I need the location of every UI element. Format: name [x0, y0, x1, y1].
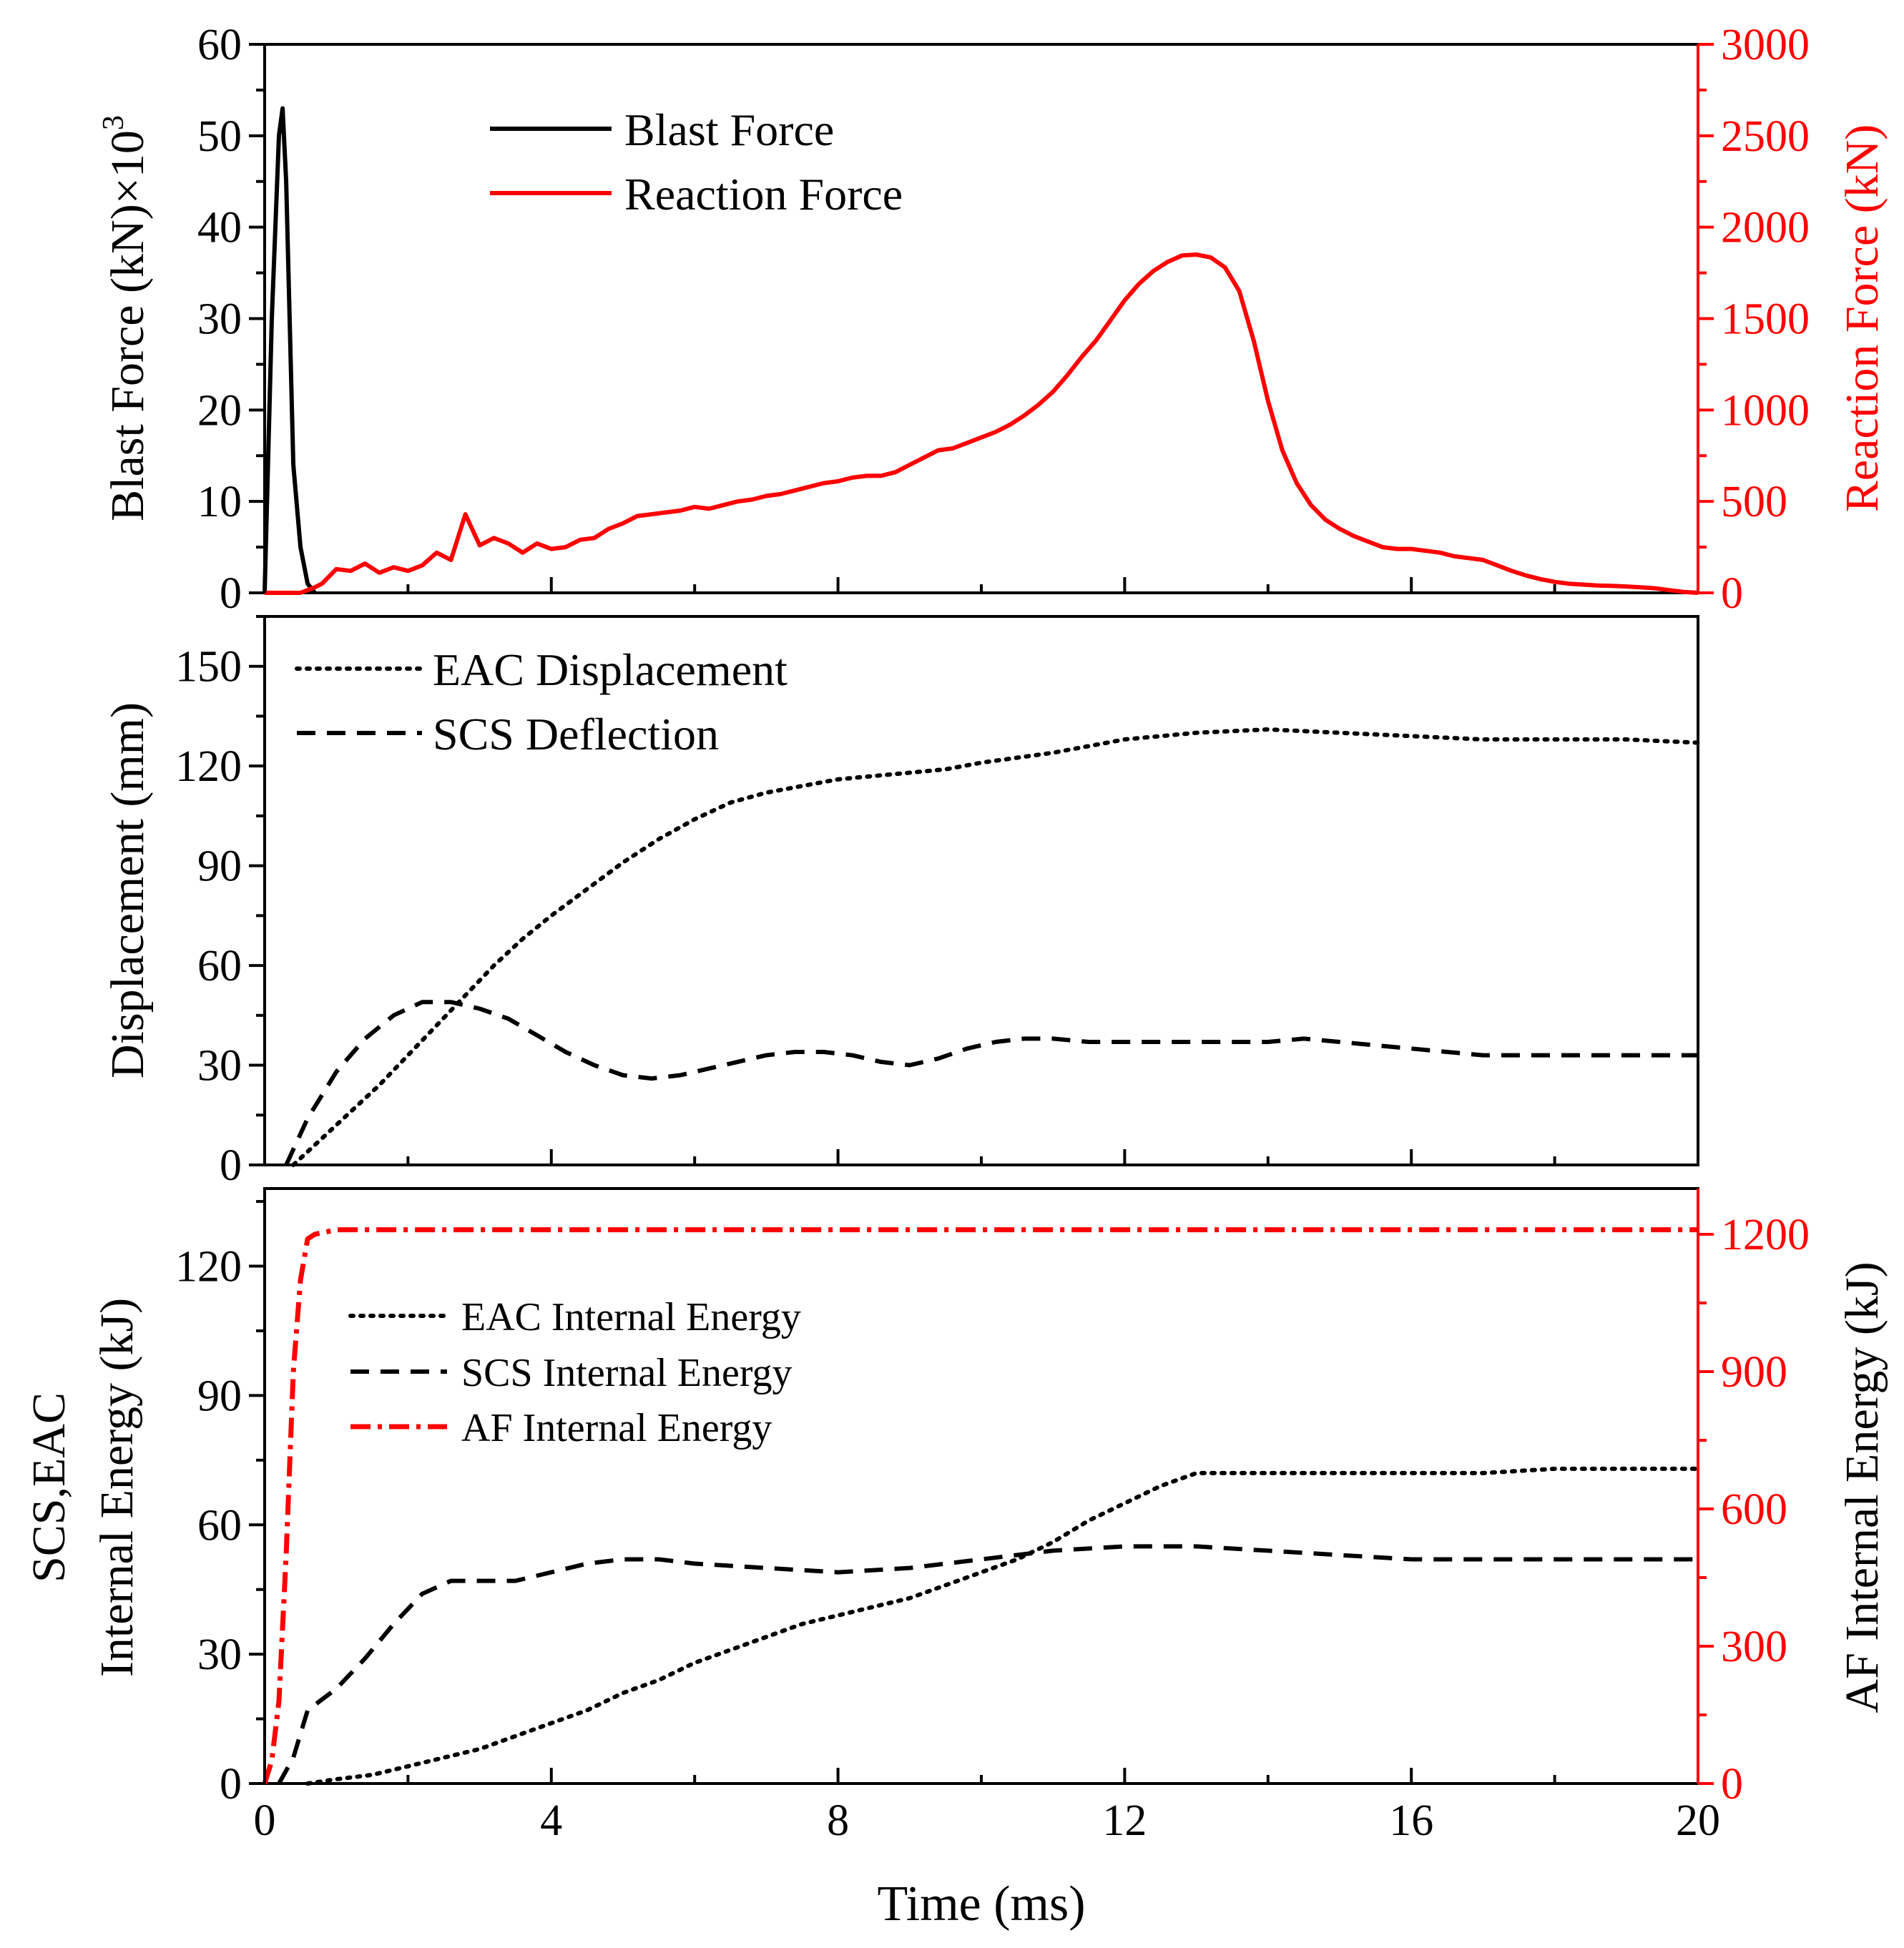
- legend-eac-displacement-label: EAC Displacement: [433, 644, 787, 695]
- energy-left-axis-label-line2: Internal Energy (kJ): [91, 1298, 143, 1677]
- series-blast-force: [262, 106, 317, 594]
- y-tick-label-40: 40: [197, 204, 242, 252]
- y-tick-label-10: 10: [197, 478, 242, 526]
- legend-blast-force-label: Blast Force: [624, 104, 834, 155]
- legend-af-energy-label: AF Internal Energy: [461, 1406, 772, 1450]
- series-eac-displacement: [291, 727, 1700, 1167]
- y2-tick-label-900: 900: [1721, 1348, 1787, 1397]
- x-tick-label-0: 0: [254, 1796, 276, 1845]
- series-scs-deflection: [284, 1000, 1698, 1166]
- x-tick-label-8: 8: [827, 1796, 849, 1845]
- y-tick-label-30: 30: [197, 1042, 242, 1091]
- legend-scs-energy-label: SCS Internal Energy: [461, 1351, 792, 1395]
- y2-tick-label-600: 600: [1721, 1485, 1787, 1534]
- displacement-plot-frame: [263, 615, 1699, 1166]
- energy-legend: EAC Internal Energy SCS Internal Energy …: [348, 1295, 801, 1450]
- y-tick-label-60: 60: [197, 1501, 242, 1550]
- y2-tick-label-2500: 2500: [1721, 112, 1810, 161]
- displacement-legend: EAC Displacement SCS Deflection: [295, 644, 787, 759]
- y-tick-label-0: 0: [220, 569, 242, 618]
- y-tick-label-90: 90: [197, 1372, 242, 1420]
- y-tick-label-30: 30: [197, 295, 242, 344]
- force-series-group: [262, 106, 1699, 595]
- y-tick-label-0: 0: [220, 1141, 242, 1190]
- force-plot-frame: [263, 43, 1699, 594]
- y2-tick-label-500: 500: [1721, 478, 1787, 526]
- y2-tick-label-1000: 1000: [1721, 386, 1810, 435]
- y2-tick-label-2000: 2000: [1721, 204, 1810, 252]
- displacement-axis-label: Displacement (mm): [102, 702, 154, 1078]
- y2-tick-label-300: 300: [1721, 1623, 1787, 1671]
- y2-tick-label-0: 0: [1721, 569, 1743, 618]
- y-tick-label-150: 150: [175, 643, 242, 692]
- displacement-panel: 0 30 60 90 120 150 Displacement (mm) EAC Disp…: [102, 615, 1700, 1190]
- energy-plot-frame: [263, 1187, 1699, 1785]
- legend-scs-deflection-label: SCS Deflection: [433, 709, 719, 759]
- x-axis-label: Time (ms): [877, 1876, 1085, 1932]
- displacement-series-group: [284, 727, 1700, 1167]
- y-tick-label-120: 120: [175, 1243, 242, 1292]
- series-eac-internal-energy: [305, 1466, 1700, 1786]
- force-left-axis-label: Blast Force (kN)×103: [97, 115, 154, 521]
- y2-tick-label-1500: 1500: [1721, 295, 1810, 344]
- y2-tick-label-0: 0: [1721, 1760, 1743, 1809]
- force-legend: Blast Force Reaction Force: [490, 104, 903, 220]
- energy-right-axis-label: AF Internal Energy (kJ): [1836, 1261, 1888, 1713]
- y-tick-label-60: 60: [197, 21, 242, 69]
- displacement-tick-group: 0 30 60 90 120 150: [175, 615, 1699, 1190]
- series-scs-internal-energy: [277, 1544, 1698, 1785]
- y-tick-label-50: 50: [197, 112, 242, 161]
- y-tick-label-90: 90: [197, 842, 242, 891]
- x-tick-label-20: 20: [1676, 1796, 1720, 1845]
- energy-left-axis-label-line1: SCS,EAC: [23, 1392, 75, 1583]
- y-tick-label-30: 30: [197, 1630, 242, 1679]
- energy-series-group: [262, 1227, 1700, 1786]
- y2-tick-label-3000: 3000: [1721, 21, 1810, 69]
- force-tick-group: 0 10 20 30 40 50 60 0 500 1000 1500 2000 2500 3000: [197, 21, 1810, 618]
- y2-tick-label-1200: 1200: [1721, 1211, 1810, 1259]
- legend-reaction-force-label: Reaction Force: [624, 169, 903, 220]
- series-af-internal-energy: [262, 1227, 1698, 1785]
- y-tick-label-0: 0: [220, 1760, 242, 1809]
- series-reaction-force: [265, 252, 1699, 595]
- y-tick-label-120: 120: [175, 742, 242, 791]
- x-tick-label-12: 12: [1102, 1796, 1147, 1845]
- force-panel: 0 10 20 30 40 50 60 0 500 1000 1500 2000 2500 3000 Bl…: [97, 21, 1888, 618]
- y-tick-label-20: 20: [197, 386, 242, 435]
- legend-eac-energy-label: EAC Internal Energy: [461, 1295, 801, 1339]
- force-right-axis-label: Reaction Force (kN): [1836, 124, 1888, 512]
- y-tick-label-60: 60: [197, 942, 242, 990]
- x-tick-label-4: 4: [540, 1796, 562, 1845]
- x-tick-label-16: 16: [1389, 1796, 1433, 1845]
